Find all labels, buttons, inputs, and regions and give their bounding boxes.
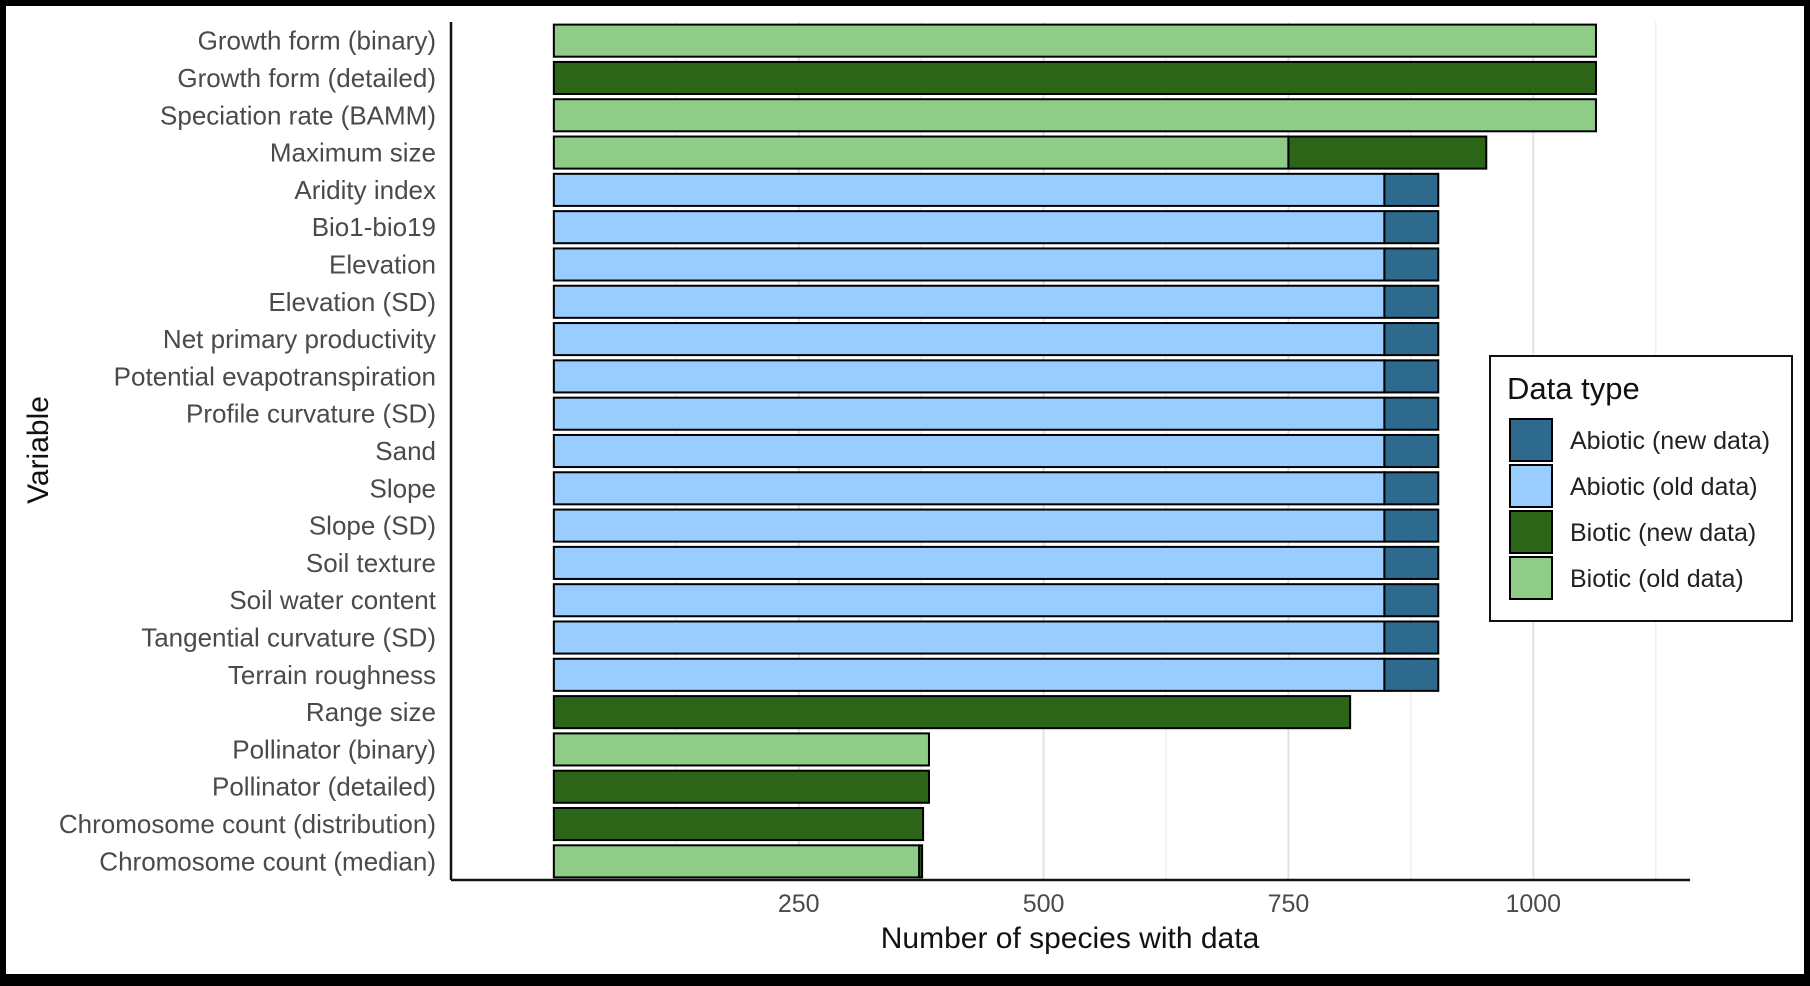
category-label: Terrain roughness [228, 660, 436, 690]
bar-elevation-sd-abiotic-old-data [552, 284, 1386, 319]
legend-swatch-biotic-old-data [1509, 556, 1553, 600]
bar-soil-water-content-abiotic-new-data [1383, 583, 1440, 618]
legend-swatch-biotic-new-data [1509, 510, 1553, 554]
legend-label: Biotic (old data) [1570, 565, 1744, 593]
category-label: Aridity index [294, 175, 436, 205]
legend-label: Biotic (new data) [1570, 519, 1756, 547]
bar-elevation-abiotic-old-data [552, 247, 1386, 282]
category-label: Elevation [329, 249, 436, 279]
bar-tangential-curvature-sd-abiotic-old-data [552, 620, 1386, 655]
category-label: Maximum size [270, 138, 436, 168]
category-label: Bio1-bio19 [312, 212, 436, 242]
category-label: Growth form (detailed) [177, 63, 436, 93]
bar-potential-evapotranspiration-abiotic-new-data [1383, 359, 1440, 394]
bar-bio1-bio19-abiotic-new-data [1383, 210, 1440, 245]
x-tick-label: 250 [778, 890, 820, 918]
bar-soil-texture-abiotic-old-data [552, 545, 1386, 580]
category-label: Slope [370, 473, 437, 503]
bar-range-size-biotic-new-data [552, 695, 1352, 730]
bar-growth-form-detailed-biotic-new-data [552, 60, 1597, 95]
legend-label: Abiotic (old data) [1570, 473, 1758, 501]
bar-growth-form-binary-biotic-old-data [552, 23, 1597, 58]
category-label: Slope (SD) [309, 511, 436, 541]
bar-potential-evapotranspiration-abiotic-old-data [552, 359, 1386, 394]
bar-profile-curvature-sd-abiotic-new-data [1383, 396, 1440, 431]
legend-swatch-abiotic-old-data [1509, 464, 1553, 508]
category-label: Tangential curvature (SD) [141, 623, 436, 653]
category-labels: Growth form (binary) Growth form (detaile… [59, 26, 437, 877]
legend-title: Data type [1507, 371, 1640, 406]
category-label: Soil texture [306, 548, 436, 578]
axes [449, 22, 1690, 882]
legend: Data type Abiotic (new data) Abiotic (old… [1489, 355, 1793, 622]
y-axis-title: Variable [22, 396, 55, 504]
category-label: Chromosome count (distribution) [59, 809, 436, 839]
x-tick-label: 750 [1268, 890, 1310, 918]
bar-terrain-roughness-abiotic-new-data [1383, 657, 1440, 692]
bar-aridity-index-abiotic-old-data [552, 172, 1386, 207]
category-label: Pollinator (binary) [232, 734, 436, 764]
bar-maximum-size-biotic-new-data [1287, 135, 1488, 170]
category-label: Elevation (SD) [268, 287, 436, 317]
bar-aridity-index-abiotic-new-data [1383, 172, 1440, 207]
x-tick-label: 1000 [1505, 890, 1561, 918]
bar-slope-sd-abiotic-old-data [552, 508, 1386, 543]
category-label: Chromosome count (median) [99, 846, 436, 876]
bar-chromosome-count-median-biotic-new-data [918, 844, 924, 879]
bar-soil-texture-abiotic-new-data [1383, 545, 1440, 580]
x-tick-labels: 250 500 750 1000 [778, 890, 1561, 918]
category-label: Potential evapotranspiration [114, 361, 436, 391]
bar-maximum-size-biotic-old-data [552, 135, 1290, 170]
category-label: Profile curvature (SD) [186, 399, 436, 429]
bar-profile-curvature-sd-abiotic-old-data [552, 396, 1386, 431]
category-label: Pollinator (detailed) [212, 772, 436, 802]
category-label: Net primary productivity [163, 324, 436, 354]
category-label: Sand [375, 436, 436, 466]
category-label: Range size [306, 697, 436, 727]
bar-soil-water-content-abiotic-old-data [552, 583, 1386, 618]
bar-elevation-abiotic-new-data [1383, 247, 1440, 282]
bar-pollinator-binary-biotic-old-data [552, 732, 930, 767]
bar-slope-abiotic-old-data [552, 471, 1386, 506]
bar-chromosome-count-distribution-biotic-new-data [552, 807, 925, 842]
bar-sand-abiotic-new-data [1383, 433, 1440, 469]
legend-label: Abiotic (new data) [1570, 427, 1770, 455]
x-axis-title: Number of species with data [881, 922, 1260, 955]
bar-net-primary-productivity-abiotic-old-data [552, 322, 1386, 357]
legend-items: Abiotic (new data) Abiotic (old data) Biot… [1509, 418, 1770, 600]
bar-terrain-roughness-abiotic-old-data [552, 657, 1386, 692]
x-tick-label: 500 [1023, 890, 1065, 918]
bar-tangential-curvature-sd-abiotic-new-data [1383, 620, 1440, 655]
bars [552, 23, 1597, 879]
bar-speciation-rate-bamm-biotic-old-data [552, 98, 1597, 133]
bar-slope-abiotic-new-data [1383, 471, 1440, 506]
category-label: Speciation rate (BAMM) [160, 100, 436, 130]
category-label: Growth form (binary) [198, 26, 436, 56]
bar-chromosome-count-median-biotic-old-data [552, 844, 921, 879]
legend-swatch-abiotic-new-data [1509, 418, 1553, 462]
bar-slope-sd-abiotic-new-data [1383, 508, 1440, 543]
bar-elevation-sd-abiotic-new-data [1383, 284, 1440, 319]
bar-sand-abiotic-old-data [552, 433, 1386, 469]
bar-pollinator-detailed-biotic-new-data [552, 769, 930, 804]
bar-net-primary-productivity-abiotic-new-data [1383, 322, 1440, 357]
bar-bio1-bio19-abiotic-old-data [552, 210, 1386, 245]
category-label: Soil water content [229, 585, 436, 615]
